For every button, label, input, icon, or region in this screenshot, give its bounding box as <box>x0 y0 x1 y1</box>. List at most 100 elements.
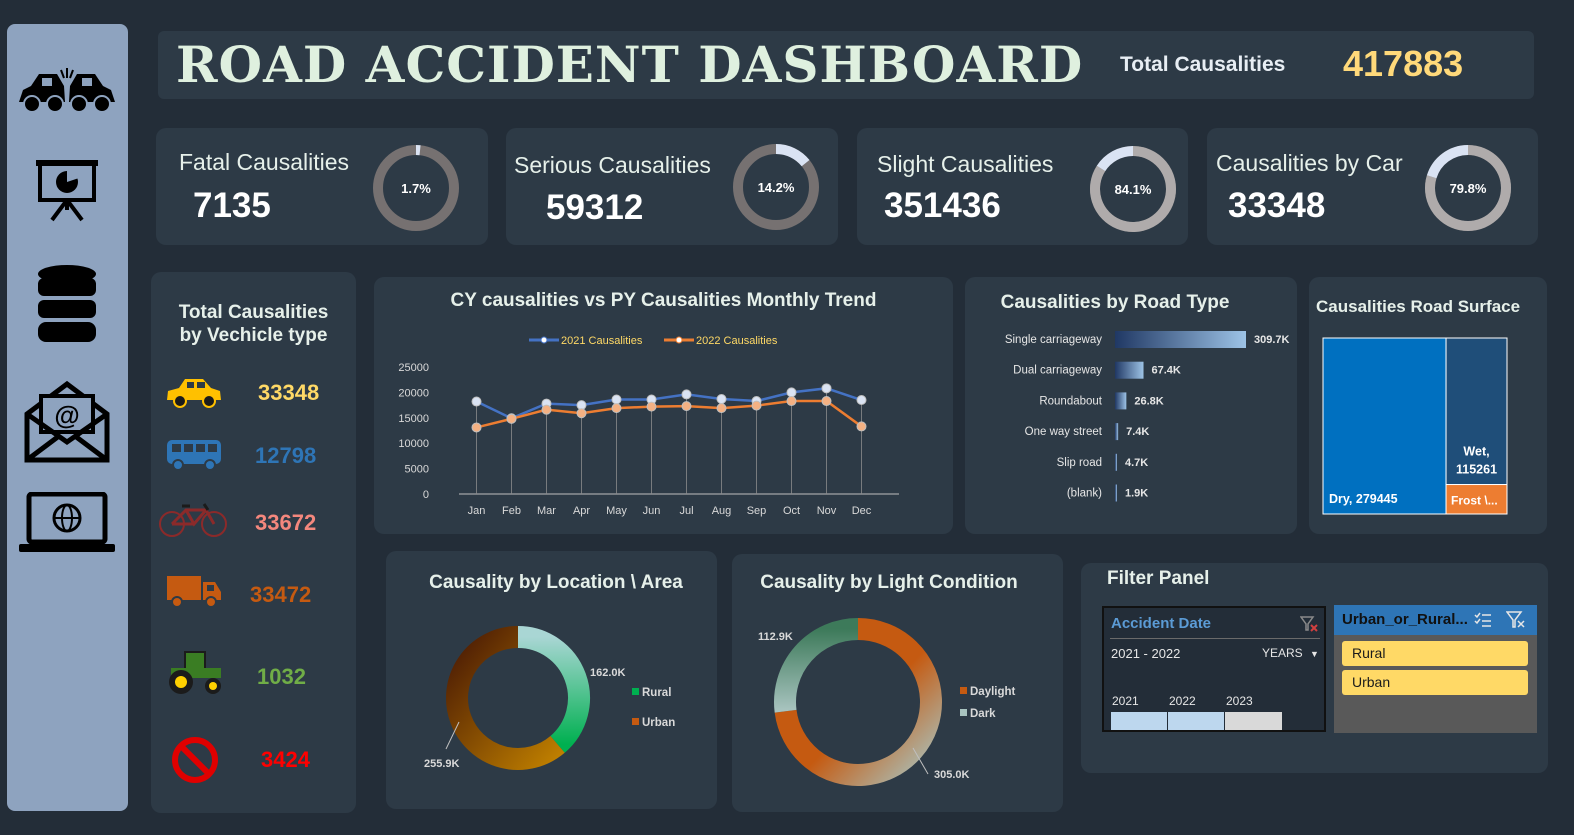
road-surface-panel: Causalities Road Surface Dry, 279445 Wet,… <box>1309 277 1547 534</box>
data-label: 67.4K <box>1152 365 1181 377</box>
location-area-chart: 162.0K 255.9K Rural Urban <box>424 626 675 770</box>
legend-marker <box>675 336 683 344</box>
data-point <box>751 400 762 411</box>
category-label: Single carriageway <box>1005 334 1102 346</box>
data-label: 26.8K <box>1134 395 1163 407</box>
vehicle-value-tractor: 1032 <box>257 664 306 689</box>
data-label: 1.9K <box>1125 488 1148 500</box>
legend-label: Dark <box>970 708 996 720</box>
x-tick-label: Jan <box>468 505 486 517</box>
timeline-bar-2023[interactable] <box>1225 712 1282 730</box>
data-point <box>786 396 797 407</box>
donut-label-dark: 112.9K <box>758 631 793 643</box>
bar <box>1115 361 1144 379</box>
email-icon[interactable]: @ <box>17 380 117 464</box>
timeline-bar-2021[interactable] <box>1111 712 1167 730</box>
kpi-donut-rest <box>1426 145 1469 179</box>
timeline-divider <box>1110 638 1320 639</box>
donut-label-rural: 162.0K <box>590 667 626 679</box>
monthly-trend-chart: 2021 Causalities 2022 Causalities 0 5000 100… <box>398 335 899 517</box>
light-condition-panel: Causality by Light Condition 112.9K 305.0… <box>732 554 1063 812</box>
database-icon[interactable] <box>17 264 117 344</box>
y-tick-label: 10000 <box>398 438 429 450</box>
sidebar: @ <box>7 24 128 811</box>
x-tick-label: Jun <box>643 505 661 517</box>
legend-label: Rural <box>642 687 671 699</box>
kpi-card-fatal: Fatal Causalities 7135 1.7% <box>156 128 488 245</box>
data-point <box>821 396 832 407</box>
kpi-donut: 1.7% <box>373 145 459 231</box>
presentation-icon[interactable] <box>17 158 117 222</box>
multi-select-icon[interactable] <box>1474 612 1492 628</box>
data-point <box>541 404 552 415</box>
bar <box>1115 453 1117 471</box>
category-label: Roundabout <box>1039 395 1102 407</box>
x-tick-label: Dec <box>852 505 872 517</box>
donut-label-daylight: 305.0K <box>934 769 970 781</box>
timeline-slicer[interactable]: Accident Date 2021 - 2022 YEARS ▼ 2021 2… <box>1102 606 1326 732</box>
clear-filter-icon[interactable] <box>1300 616 1318 632</box>
vehicle-panel-title-line1: Total Causalities <box>178 302 329 323</box>
vehicle-value-bicycle: 33672 <box>255 510 317 535</box>
treemap-label-dry: Dry, 279445 <box>1329 492 1398 506</box>
slicer-header-label: Urban_or_Rural... <box>1342 611 1468 628</box>
timeline-header: Accident Date <box>1111 615 1212 632</box>
legend-label: Daylight <box>970 686 1016 698</box>
light-condition-chart: 112.9K 305.0K Daylight Dark <box>758 618 1016 786</box>
treemap-tile-dry <box>1322 337 1447 515</box>
data-point <box>471 422 482 433</box>
kpi-title: Serious Causalities <box>514 152 711 178</box>
data-point <box>716 394 727 405</box>
timeline-year: 2023 <box>1226 694 1253 708</box>
bar <box>1115 484 1117 502</box>
legend-swatch <box>960 709 967 716</box>
y-tick-label: 20000 <box>398 387 429 399</box>
timeline-year: 2021 <box>1112 694 1139 708</box>
category-label: Dual carriageway <box>1013 365 1102 377</box>
donut-slice-urban <box>446 626 565 770</box>
timeline-level: YEARS <box>1262 646 1303 660</box>
y-tick-label: 15000 <box>398 413 429 425</box>
vehicle-value-car: 33348 <box>258 380 320 405</box>
kpi-donut-fill <box>775 144 810 167</box>
treemap-label-wet: Wet, <box>1463 445 1489 459</box>
slicer-item-urban[interactable]: Urban <box>1342 670 1528 695</box>
x-tick-label: Apr <box>573 505 590 517</box>
road-type-panel: Causalities by Road Type Single carriage… <box>965 277 1297 534</box>
data-point <box>576 408 587 419</box>
slicer-header <box>1334 605 1537 635</box>
kpi-value: 7135 <box>193 186 271 225</box>
kpi-donut-label: 1.7% <box>401 181 431 196</box>
legend-swatch <box>960 687 967 694</box>
x-tick-label: Sep <box>747 505 767 517</box>
leader-line <box>445 721 460 750</box>
legend-marker <box>540 336 548 344</box>
kpi-title: Fatal Causalities <box>179 149 350 175</box>
car-crash-icon[interactable] <box>17 66 117 122</box>
laptop-globe-icon[interactable] <box>17 492 117 554</box>
data-label: 7.4K <box>1126 426 1149 438</box>
category-label: One way street <box>1025 426 1103 438</box>
truck-icon <box>167 576 221 608</box>
timeline-range: 2021 - 2022 <box>1111 646 1181 661</box>
kpi-value: 59312 <box>546 188 644 227</box>
bicycle-icon <box>159 503 227 537</box>
timeline-bar-2022[interactable] <box>1168 712 1224 730</box>
slicer-item-rural[interactable]: Rural <box>1342 641 1528 666</box>
bar <box>1115 392 1127 410</box>
legend-label: Urban <box>642 717 675 729</box>
y-tick-label: 5000 <box>405 464 429 476</box>
filter-panel-title: Filter Panel <box>1107 568 1210 589</box>
timeline-level-select[interactable]: YEARS ▼ <box>1262 646 1319 660</box>
road-type-title: Causalities by Road Type <box>1000 292 1230 313</box>
clear-filter-icon[interactable] <box>1506 611 1526 629</box>
data-point <box>611 403 622 414</box>
donut-slice-daylight <box>774 618 942 786</box>
data-point <box>681 401 692 412</box>
donut-label-urban: 255.9K <box>424 758 460 770</box>
category-label: Slip road <box>1057 457 1102 469</box>
data-point <box>856 421 867 432</box>
data-point <box>506 413 517 424</box>
vehicle-value-other: 3424 <box>261 747 310 772</box>
x-tick-label: Oct <box>783 505 800 517</box>
